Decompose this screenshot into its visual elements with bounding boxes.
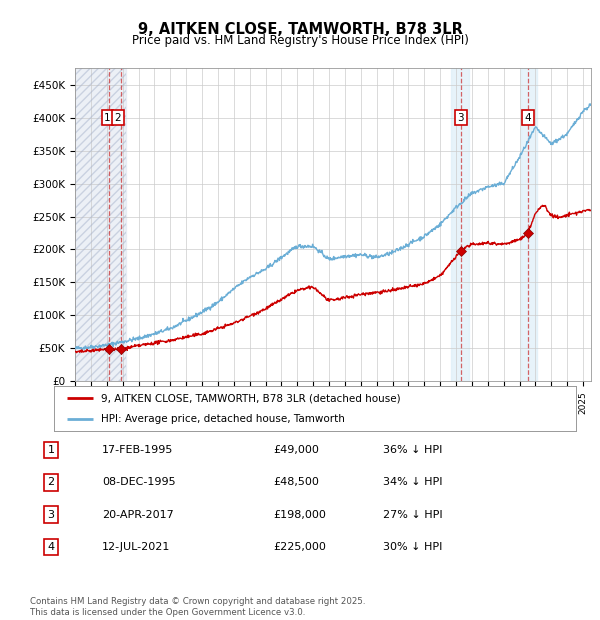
Bar [75,68,126,381]
Text: 9, AITKEN CLOSE, TAMWORTH, B78 3LR: 9, AITKEN CLOSE, TAMWORTH, B78 3LR [137,22,463,37]
Bar [451,68,469,381]
Text: 20-APR-2017: 20-APR-2017 [102,510,173,520]
Text: 12-JUL-2021: 12-JUL-2021 [102,542,170,552]
Text: 30% ↓ HPI: 30% ↓ HPI [383,542,443,552]
Text: £225,000: £225,000 [273,542,326,552]
Text: 3: 3 [47,510,55,520]
Text: £49,000: £49,000 [273,445,319,455]
Text: 3: 3 [457,113,464,123]
Text: 08-DEC-1995: 08-DEC-1995 [102,477,175,487]
Text: HPI: Average price, detached house, Tamworth: HPI: Average price, detached house, Tamw… [101,414,345,424]
Text: Price paid vs. HM Land Registry's House Price Index (HPI): Price paid vs. HM Land Registry's House … [131,34,469,47]
Text: 34% ↓ HPI: 34% ↓ HPI [383,477,443,487]
Text: 9, AITKEN CLOSE, TAMWORTH, B78 3LR (detached house): 9, AITKEN CLOSE, TAMWORTH, B78 3LR (deta… [101,393,401,404]
Bar [75,68,126,381]
Text: 27% ↓ HPI: 27% ↓ HPI [383,510,443,520]
Text: 2: 2 [115,113,121,123]
Text: 2: 2 [47,477,55,487]
Text: £48,500: £48,500 [273,477,319,487]
Text: 1: 1 [104,113,111,123]
Text: 4: 4 [47,542,55,552]
Text: 36% ↓ HPI: 36% ↓ HPI [383,445,443,455]
Text: 1: 1 [47,445,55,455]
Text: Contains HM Land Registry data © Crown copyright and database right 2025.
This d: Contains HM Land Registry data © Crown c… [30,598,365,617]
Text: 17-FEB-1995: 17-FEB-1995 [102,445,173,455]
Bar [521,68,537,381]
Text: £198,000: £198,000 [273,510,326,520]
Text: 4: 4 [524,113,531,123]
